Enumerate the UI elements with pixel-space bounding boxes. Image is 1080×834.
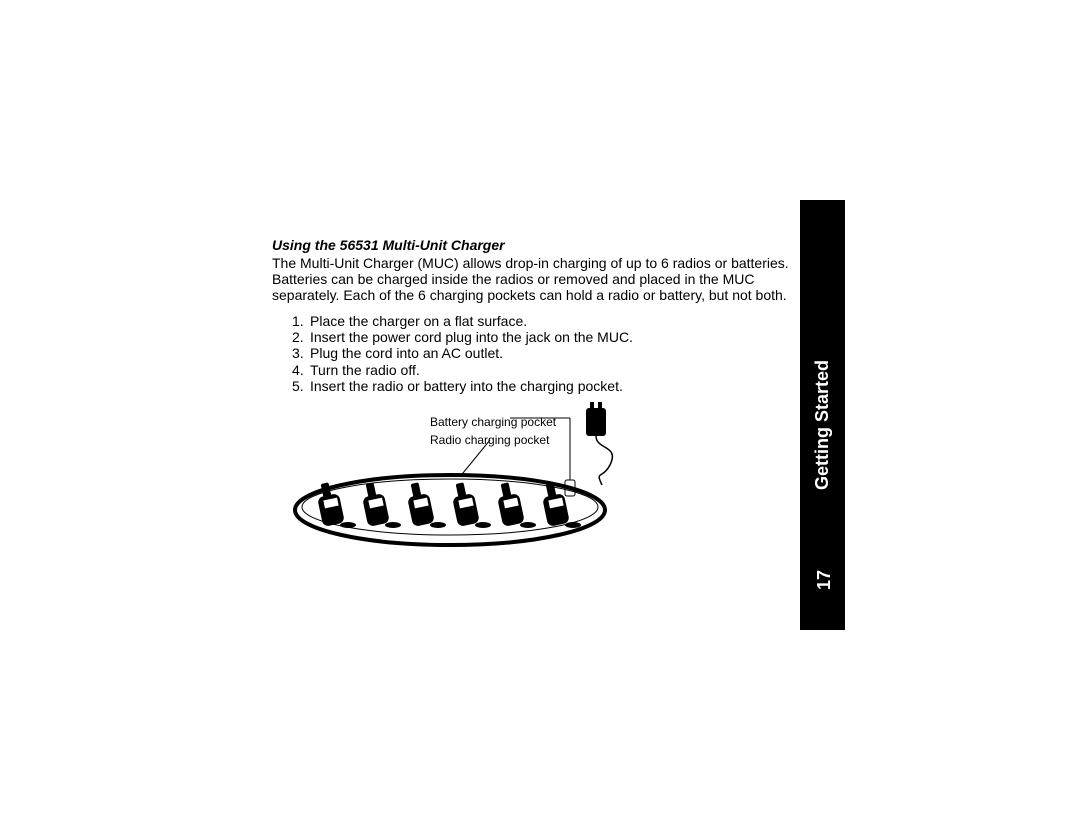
step-text: Insert the power cord plug into the jack… xyxy=(310,329,633,345)
step-text: Insert the radio or battery into the cha… xyxy=(310,378,623,394)
step-text: Place the charger on a flat surface. xyxy=(310,313,527,329)
step-5: 5.Insert the radio or battery into the c… xyxy=(292,378,812,394)
section-heading: Using the 56531 Multi-Unit Charger xyxy=(272,237,812,253)
step-1: 1.Place the charger on a flat surface. xyxy=(292,313,812,329)
content-area: Using the 56531 Multi-Unit Charger The M… xyxy=(272,237,812,394)
step-2: 2.Insert the power cord plug into the ja… xyxy=(292,329,812,345)
step-text: Plug the cord into an AC outlet. xyxy=(310,345,503,361)
charger-diagram xyxy=(290,400,630,560)
step-4: 4.Turn the radio off. xyxy=(292,362,812,378)
step-text: Turn the radio off. xyxy=(310,362,420,378)
intro-paragraph: The Multi-Unit Charger (MUC) allows drop… xyxy=(272,255,812,303)
steps-list: 1.Place the charger on a flat surface. 2… xyxy=(272,313,812,393)
section-tab-label: Getting Started xyxy=(812,360,833,490)
page-number: 17 xyxy=(814,570,835,590)
side-tab: Getting Started 17 xyxy=(800,200,845,630)
ac-adapter-icon xyxy=(586,402,612,485)
step-3: 3.Plug the cord into an AC outlet. xyxy=(292,345,812,361)
